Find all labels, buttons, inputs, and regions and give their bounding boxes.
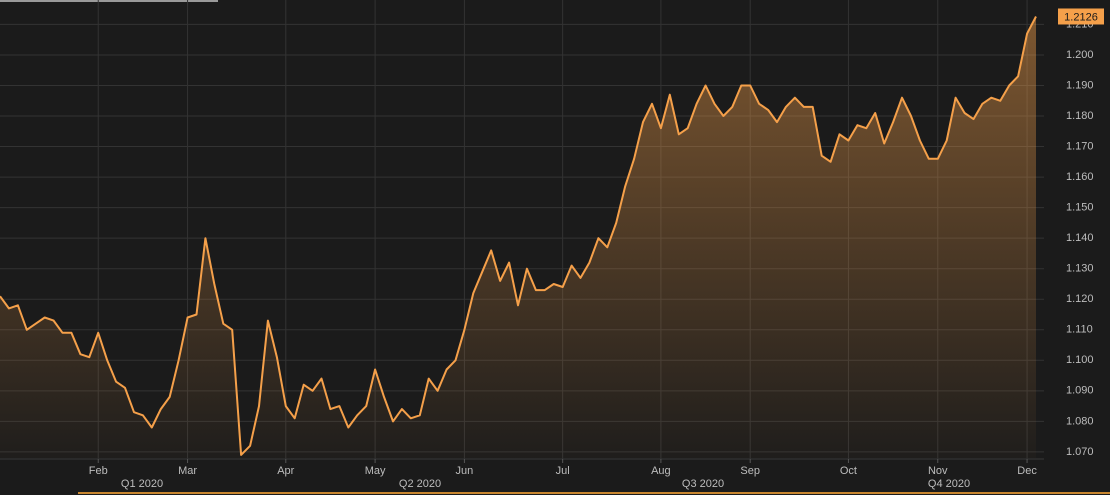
y-tick-label: 1.070 <box>1066 446 1094 458</box>
x-tick-label: Jul <box>556 465 570 477</box>
y-tick-label: 1.090 <box>1066 385 1094 397</box>
y-tick-label: 1.150 <box>1066 202 1094 214</box>
x-tick-label: Nov <box>928 465 948 477</box>
y-tick-label: 1.080 <box>1066 415 1094 427</box>
y-tick-label: 1.170 <box>1066 140 1094 152</box>
x-tick-label: May <box>365 465 386 477</box>
x-tick-label: Apr <box>277 465 294 477</box>
quarter-label: Q2 2020 <box>399 478 441 490</box>
last-value-box <box>1058 8 1104 25</box>
x-tick-label: Sep <box>740 465 760 477</box>
plot <box>0 16 1037 458</box>
y-tick-label: 1.190 <box>1066 79 1094 91</box>
y-tick-label: 1.180 <box>1066 110 1094 122</box>
area <box>0 16 1036 458</box>
y-tick-label: 1.100 <box>1066 354 1094 366</box>
x-tick-label: Aug <box>651 465 671 477</box>
quarter-label: Q4 2020 <box>928 478 970 490</box>
y-tick-label: 1.160 <box>1066 171 1094 183</box>
labels: 1.070 1.080 1.090 1.100 1.110 1.120 1.130 1.140… <box>89 8 1104 490</box>
x-tick-label: Dec <box>1017 465 1037 477</box>
x-tick-label: Mar <box>178 465 197 477</box>
x-tick-label: Oct <box>840 465 857 477</box>
x-tick-label: Jun <box>456 465 474 477</box>
y-tick-label: 1.140 <box>1066 232 1094 244</box>
last-value-label: 1.2126 <box>1064 11 1098 23</box>
y-tick-label: 1.120 <box>1066 293 1094 305</box>
quarter-label: Q3 2020 <box>682 478 724 490</box>
quarter-label: Q1 2020 <box>121 478 163 490</box>
y-tick-label: 1.200 <box>1066 49 1094 61</box>
y-tick-label: 1.130 <box>1066 263 1094 275</box>
line <box>0 16 1037 456</box>
y-tick-label: 1.110 <box>1066 324 1093 336</box>
x-tick-label: Feb <box>89 465 108 477</box>
